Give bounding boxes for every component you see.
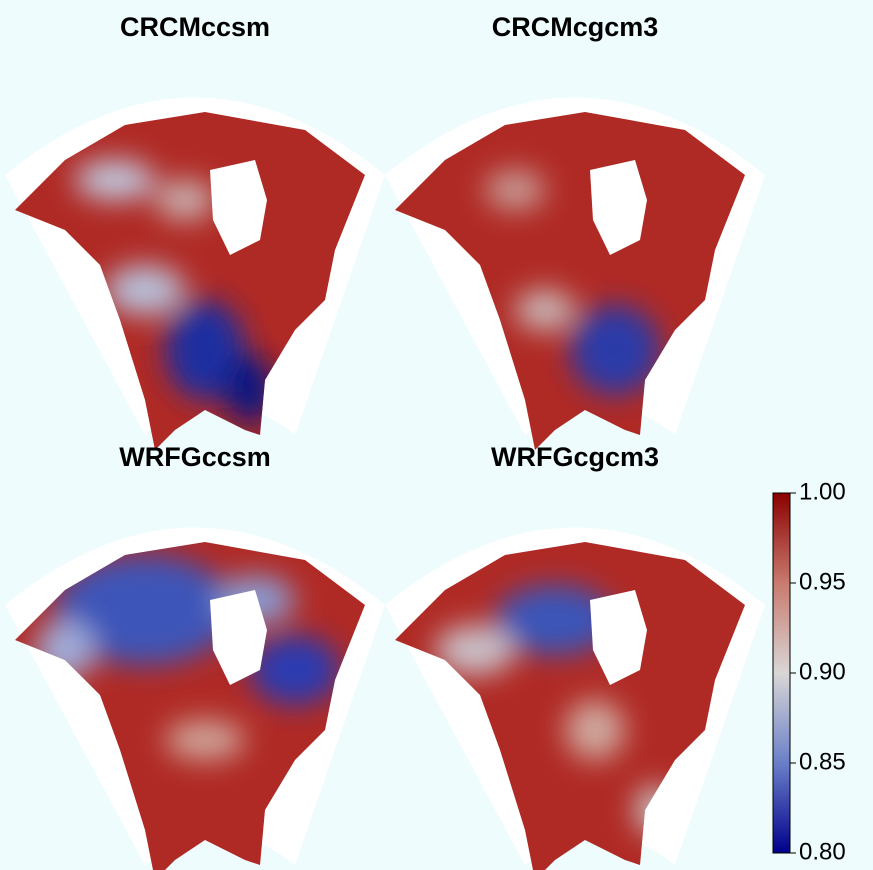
bay	[590, 590, 647, 685]
field-blobs	[485, 170, 660, 395]
map-panel: WRFGccsm	[5, 442, 385, 870]
field-blob	[105, 265, 185, 315]
field-blob	[435, 625, 515, 675]
map-panel: WRFGcgcm3	[385, 442, 765, 870]
field-blob	[165, 300, 245, 400]
field-blob	[485, 170, 545, 210]
map-panel: CRCMcgcm3	[385, 12, 765, 450]
field-blob	[250, 635, 340, 705]
field-blobs	[75, 160, 275, 425]
panel-title: CRCMccsm	[120, 12, 270, 42]
colorbar-tick-label: 1.00	[799, 478, 846, 505]
map-panel: CRCMccsm	[5, 12, 385, 450]
field-blob	[565, 700, 625, 760]
panel-title: CRCMcgcm3	[492, 12, 659, 42]
bay	[210, 160, 267, 255]
field-blob	[75, 160, 155, 200]
panel-title: WRFGccsm	[119, 442, 271, 472]
field-blob	[165, 720, 245, 760]
bay	[590, 160, 647, 255]
bay	[210, 590, 267, 685]
field-blobs	[35, 555, 340, 760]
field-blob	[55, 555, 235, 665]
colorbar-tick-label: 0.80	[799, 838, 846, 865]
field-blob	[155, 180, 215, 220]
field-blob	[570, 305, 660, 395]
panel-title: WRFGcgcm3	[491, 442, 659, 472]
field-blob	[495, 585, 615, 655]
colorbar-tick-label: 0.90	[799, 658, 846, 685]
colorbar-tick-label: 0.95	[799, 568, 846, 595]
field-blob	[515, 290, 575, 330]
colorbar	[772, 492, 791, 854]
field-blob	[225, 355, 275, 425]
colorbar-tick-label: 0.85	[799, 748, 846, 775]
